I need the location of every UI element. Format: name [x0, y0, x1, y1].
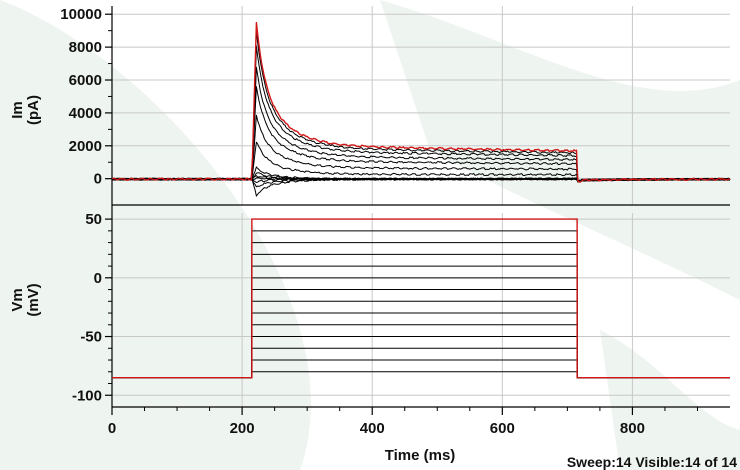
- sweep-status: Sweep:14 Visible:14 of 14: [567, 454, 737, 470]
- voltage-ytick-label-2: 0: [94, 270, 102, 287]
- x-tick-label-4: 800: [620, 420, 645, 437]
- voltage-ytick-label-3: 50: [85, 211, 102, 228]
- current-panel: 0 2000 4000 6000 8000 10000: [60, 6, 731, 206]
- voltage-ylabel: Vm (mV): [9, 283, 42, 316]
- current-ylabel: Im (pA): [9, 95, 42, 125]
- current-ylabel-line1: Im: [9, 101, 26, 119]
- current-trace-13: [111, 21, 731, 183]
- x-tick-label-1: 200: [230, 420, 255, 437]
- voltage-step-13: [112, 218, 730, 379]
- watermark-shape-left: [0, 0, 311, 470]
- current-ytick-label-4: 8000: [69, 39, 102, 56]
- current-ylabel-line2: (pA): [25, 95, 42, 125]
- current-ytick-label-5: 10000: [60, 6, 102, 23]
- x-tick-label-3: 600: [490, 420, 515, 437]
- x-axis-title: Time (ms): [385, 447, 456, 464]
- current-ytick-label-3: 6000: [69, 72, 102, 89]
- current-ytick-label-2: 4000: [69, 105, 102, 122]
- voltage-ylabel-line1: Vm: [9, 288, 26, 311]
- current-trace-12: [111, 30, 731, 183]
- voltage-panel: -100 -50 0 50 0 200 400 600 800: [72, 205, 730, 437]
- x-tick-label-0: 0: [108, 420, 116, 437]
- x-tick-label-2: 400: [360, 420, 385, 437]
- voltage-ylabel-line2: (mV): [25, 283, 42, 316]
- watermark-shape-right: [380, 0, 740, 300]
- current-ytick-label-0: 0: [94, 171, 102, 188]
- voltage-ytick-label-1: -50: [80, 329, 102, 346]
- current-ytick-label-1: 2000: [69, 138, 102, 155]
- voltage-ytick-label-0: -100: [72, 387, 102, 404]
- watermark-shape-bottom: [600, 330, 740, 470]
